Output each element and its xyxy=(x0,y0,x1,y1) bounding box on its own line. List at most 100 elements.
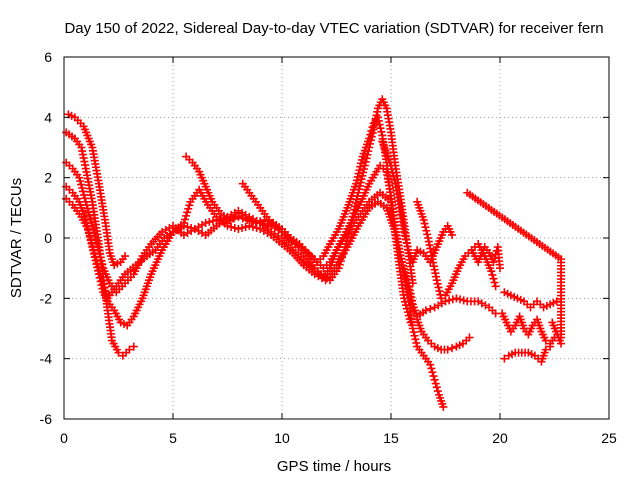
y-tick-label: 2 xyxy=(44,170,52,186)
data-point xyxy=(420,219,429,228)
series-track-13 xyxy=(498,309,559,348)
data-point xyxy=(465,333,474,342)
data-point xyxy=(180,215,189,224)
data-point xyxy=(185,201,194,210)
data-point xyxy=(422,226,431,235)
data-point xyxy=(439,402,448,411)
data-point xyxy=(129,342,138,351)
data-point xyxy=(388,168,397,177)
data-point xyxy=(408,324,417,333)
data-point xyxy=(429,372,438,381)
y-tick-label: -6 xyxy=(40,411,53,427)
data-point xyxy=(360,161,369,170)
data-point xyxy=(238,223,247,232)
data-point xyxy=(227,222,236,231)
data-point xyxy=(340,246,349,255)
data-point xyxy=(400,227,409,236)
data-point xyxy=(410,331,419,340)
data-point xyxy=(401,235,410,244)
x-tick-labels: 0 5 10 15 20 25 xyxy=(60,430,617,446)
data-point xyxy=(433,279,442,288)
data-point xyxy=(101,287,110,296)
data-point xyxy=(205,217,214,226)
data-point xyxy=(496,264,504,273)
y-tick-label: 0 xyxy=(44,230,52,246)
data-point xyxy=(428,368,437,377)
data-point xyxy=(432,276,441,285)
data-point xyxy=(448,344,457,353)
data-point xyxy=(437,294,446,303)
series-track-11 xyxy=(467,243,504,273)
data-point xyxy=(402,238,411,247)
data-point xyxy=(208,216,217,225)
data-point xyxy=(377,127,386,136)
data-point xyxy=(456,295,465,304)
data-point xyxy=(375,120,384,129)
data-point xyxy=(179,218,188,227)
data-point xyxy=(243,215,252,224)
y-tick-label: -2 xyxy=(40,290,53,306)
data-point xyxy=(432,383,441,392)
data-point xyxy=(184,204,193,213)
data-point xyxy=(251,218,260,227)
data-point xyxy=(406,318,415,327)
data-point xyxy=(403,242,412,251)
data-point xyxy=(491,282,500,291)
data-point xyxy=(445,296,454,305)
data-point xyxy=(335,260,344,269)
data-point xyxy=(336,257,345,266)
data-point xyxy=(98,276,107,285)
data-point xyxy=(362,154,371,163)
data-point xyxy=(389,172,398,181)
data-point xyxy=(421,223,430,232)
data-point xyxy=(419,215,428,224)
data-point xyxy=(367,132,376,141)
data-point xyxy=(431,379,440,388)
data-point xyxy=(423,230,432,239)
data-point xyxy=(241,222,250,231)
data-point xyxy=(182,211,191,220)
data-point xyxy=(376,124,385,133)
data-point xyxy=(488,270,497,279)
data-point xyxy=(183,208,192,217)
data-point xyxy=(230,223,239,232)
data-point xyxy=(421,306,430,315)
data-point xyxy=(490,278,499,287)
data-point xyxy=(361,157,370,166)
series-track-4 xyxy=(62,161,417,330)
data-point xyxy=(433,387,442,396)
data-point xyxy=(443,345,452,354)
data-point xyxy=(426,304,435,313)
data-point xyxy=(125,345,134,354)
chart-title: Day 150 of 2022, Sidereal Day-to-day VTE… xyxy=(64,20,603,37)
data-point xyxy=(230,214,239,223)
data-point xyxy=(387,165,396,174)
data-point xyxy=(368,129,377,138)
data-point xyxy=(187,223,196,232)
x-tick-label: 5 xyxy=(169,430,177,446)
x-tick-label: 0 xyxy=(60,430,68,446)
y-tick-label: 6 xyxy=(44,49,52,65)
x-axis-label: GPS time / hours xyxy=(277,458,391,475)
data-point xyxy=(234,212,243,221)
data-point xyxy=(541,345,550,354)
data-point xyxy=(339,250,348,259)
data-point xyxy=(114,348,123,357)
x-tick-label: 25 xyxy=(601,430,617,446)
data-point xyxy=(489,258,498,267)
data-point xyxy=(387,161,395,170)
data-point xyxy=(234,224,243,233)
data-point xyxy=(427,364,436,373)
series-track-8 xyxy=(378,137,457,267)
data-point xyxy=(452,294,461,303)
data-point xyxy=(390,176,399,185)
data-point xyxy=(334,264,343,273)
data-point xyxy=(100,283,109,292)
data-point xyxy=(225,215,234,224)
data-point xyxy=(426,360,435,369)
data-point xyxy=(546,342,555,351)
data-point xyxy=(366,136,375,145)
series-track-12 xyxy=(500,288,561,312)
x-tick-label: 20 xyxy=(492,430,508,446)
